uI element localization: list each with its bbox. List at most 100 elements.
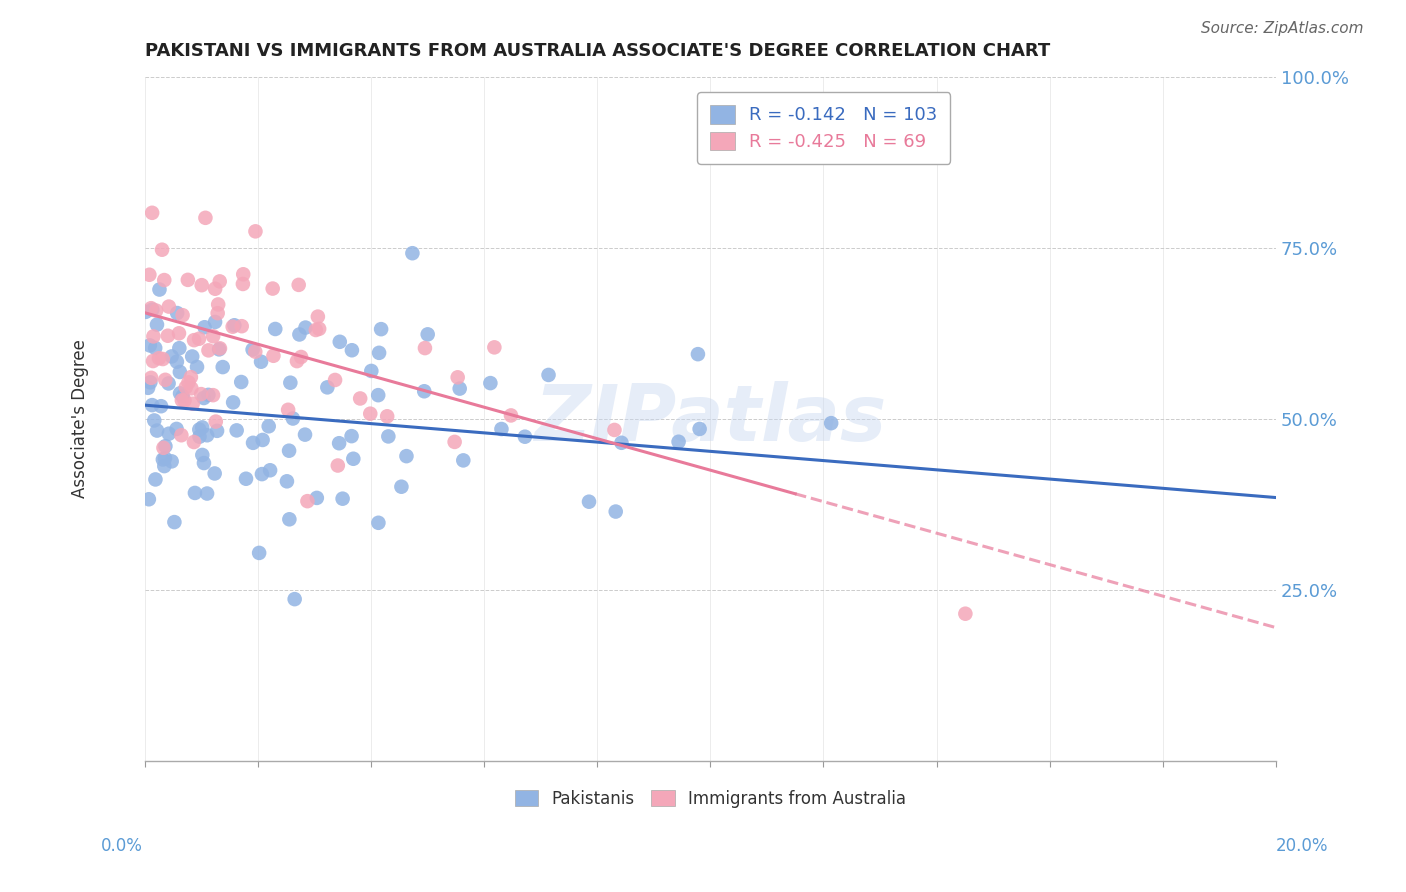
Point (153, 459, 176, 474)
Point (294, 427, 316, 442)
Point (163, 515, 186, 529)
Point (141, 398, 163, 412)
Point (605, 504, 627, 518)
Point (169, 386, 191, 401)
Point (177, 376, 200, 390)
Point (326, 458, 349, 473)
Point (342, 451, 364, 466)
Point (174, 380, 197, 394)
Point (208, 343, 231, 357)
Point (294, 320, 316, 334)
Point (208, 342, 231, 356)
Point (280, 376, 302, 390)
Text: PAKISTANI VS IMMIGRANTS FROM AUSTRALIA ASSOCIATE'S DEGREE CORRELATION CHART: PAKISTANI VS IMMIGRANTS FROM AUSTRALIA A… (145, 42, 1050, 60)
Text: 20.0%: 20.0% (1277, 837, 1329, 855)
Point (375, 409, 398, 424)
Point (204, 282, 226, 296)
Point (281, 411, 304, 425)
Point (370, 322, 392, 336)
Point (143, 341, 166, 355)
Point (150, 243, 173, 257)
Point (195, 428, 218, 442)
Point (499, 409, 522, 423)
Point (245, 344, 267, 359)
Point (340, 343, 363, 358)
Point (416, 327, 439, 342)
Point (197, 388, 219, 402)
Point (484, 340, 506, 354)
Point (139, 338, 162, 352)
Point (155, 373, 177, 387)
Point (479, 376, 502, 390)
Point (153, 451, 176, 466)
Point (173, 393, 195, 408)
Point (231, 375, 253, 389)
Point (610, 435, 633, 450)
Point (686, 347, 709, 361)
Point (180, 381, 202, 395)
Point (395, 449, 418, 463)
Point (141, 206, 163, 220)
Point (262, 349, 284, 363)
Point (180, 370, 202, 384)
Point (202, 329, 225, 343)
Point (152, 441, 174, 455)
Point (360, 364, 382, 378)
Point (413, 341, 436, 355)
Point (232, 267, 254, 281)
Point (250, 355, 273, 369)
Point (191, 420, 214, 434)
Point (190, 278, 212, 293)
Point (359, 407, 381, 421)
Point (231, 319, 253, 334)
Point (449, 382, 471, 396)
Point (491, 422, 513, 436)
Point (139, 301, 162, 316)
Point (413, 384, 436, 399)
Point (668, 434, 690, 449)
Point (141, 302, 163, 317)
Point (288, 327, 311, 342)
Point (211, 360, 233, 375)
Point (262, 282, 284, 296)
Point (141, 371, 163, 385)
Y-axis label: Associate's Degree: Associate's Degree (72, 339, 89, 499)
Point (323, 373, 346, 387)
Point (367, 516, 389, 530)
Point (250, 467, 273, 482)
Point (247, 546, 270, 560)
Point (186, 359, 208, 374)
Point (169, 365, 191, 379)
Point (368, 346, 391, 360)
Point (603, 423, 626, 437)
Point (181, 397, 204, 411)
Point (155, 439, 177, 453)
Point (188, 423, 211, 437)
Point (820, 416, 842, 430)
Point (316, 380, 339, 394)
Point (578, 494, 600, 508)
Point (195, 486, 218, 500)
Point (177, 273, 200, 287)
Point (232, 277, 254, 291)
Point (188, 332, 211, 346)
Point (202, 388, 225, 402)
Point (221, 319, 243, 334)
Point (193, 456, 215, 470)
Point (290, 350, 312, 364)
Point (204, 467, 226, 481)
Point (401, 246, 423, 260)
Point (172, 389, 194, 403)
Point (183, 435, 205, 450)
Point (197, 343, 219, 358)
Point (204, 415, 226, 429)
Point (160, 350, 183, 364)
Point (142, 354, 165, 368)
Point (170, 428, 193, 442)
Point (156, 328, 179, 343)
Point (242, 343, 264, 357)
Point (169, 341, 191, 355)
Point (184, 486, 207, 500)
Point (305, 491, 328, 505)
Point (194, 211, 217, 225)
